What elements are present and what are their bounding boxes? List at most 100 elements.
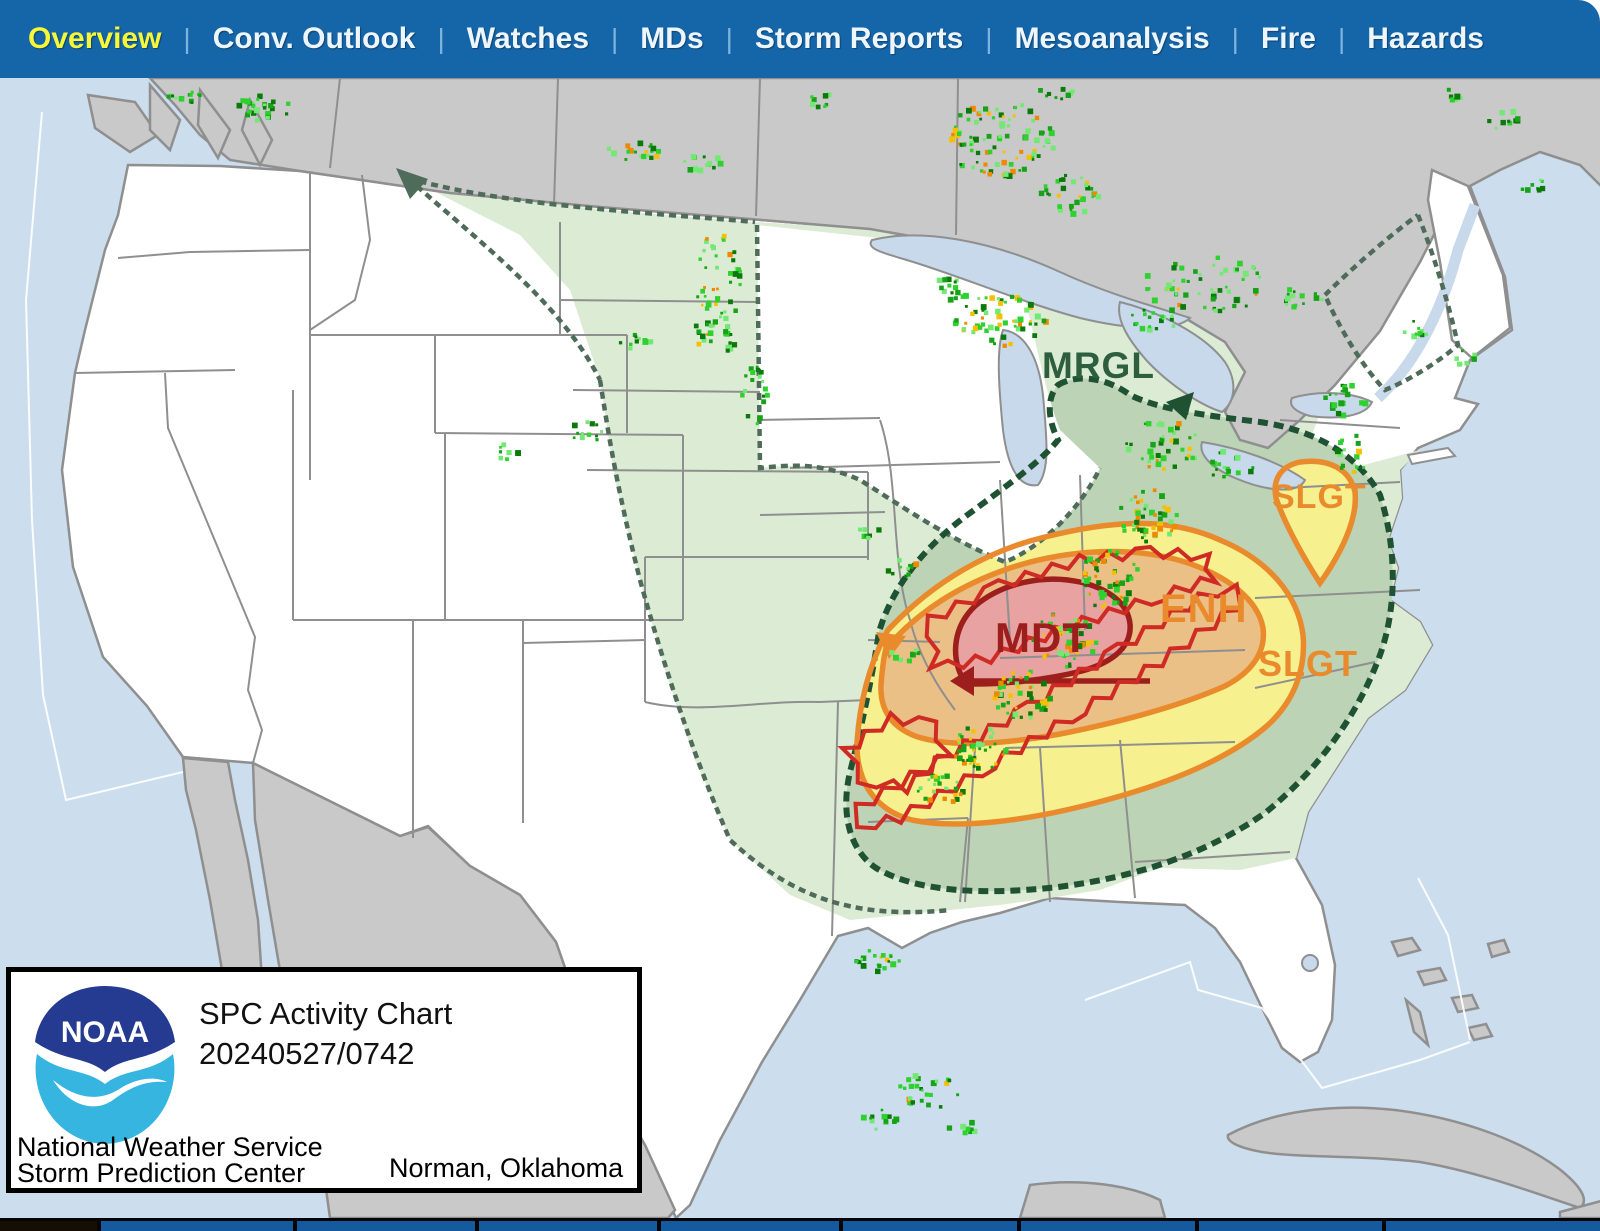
info-title-line2: 20240527/0742	[199, 1036, 415, 1071]
radar-echo	[642, 338, 648, 343]
radar-echo	[968, 1130, 973, 1135]
radar-echo	[716, 287, 719, 291]
radar-echo	[975, 161, 979, 164]
radar-echo	[1456, 361, 1462, 367]
radar-echo	[952, 127, 958, 133]
radar-echo	[1029, 696, 1034, 701]
radar-echo	[1175, 425, 1180, 431]
radar-echo	[1211, 473, 1215, 477]
radar-echo	[1340, 389, 1344, 393]
radar-echo	[498, 450, 503, 454]
radar-echo	[933, 774, 938, 779]
radar-echo	[1043, 698, 1049, 704]
radar-echo	[867, 949, 872, 953]
radar-echo	[1172, 464, 1177, 469]
radar-echo	[938, 1105, 943, 1109]
radar-echo	[1152, 531, 1158, 538]
radar-echo	[1284, 295, 1291, 302]
nav-tab-storm-reports[interactable]: Storm Reports	[754, 22, 964, 55]
radar-echo	[1176, 421, 1182, 427]
radar-echo	[951, 132, 955, 137]
radar-echo	[1217, 288, 1223, 293]
radar-echo	[934, 1079, 939, 1083]
radar-echo	[625, 143, 631, 149]
nav-tab-hazards[interactable]: Hazards	[1367, 22, 1484, 55]
radar-echo	[957, 755, 963, 762]
radar-echo	[1226, 289, 1232, 294]
radar-echo	[1027, 691, 1033, 697]
radar-echo	[932, 790, 936, 794]
radar-echo	[712, 319, 718, 325]
radar-echo	[733, 308, 738, 313]
radar-echo	[1193, 456, 1198, 461]
radar-echo	[984, 328, 989, 333]
marine-zone-lines	[24, 111, 1471, 1090]
radar-echo	[993, 742, 997, 746]
radar-echo	[1507, 119, 1511, 123]
radar-echo	[998, 680, 1004, 686]
radar-echo	[975, 150, 981, 156]
info-box-title: SPC Activity Chart 20240527/0742	[199, 994, 452, 1074]
radar-echo	[1494, 126, 1498, 130]
radar-echo	[980, 316, 984, 320]
radar-echo	[988, 745, 992, 749]
radar-echo	[822, 93, 829, 99]
radar-echo	[1019, 676, 1023, 680]
nav-tab-conv-outlook[interactable]: Conv. Outlook	[212, 22, 416, 55]
radar-echo	[983, 310, 989, 315]
radar-echo	[1454, 97, 1459, 102]
radar-echo	[1132, 528, 1136, 532]
radar-echo	[989, 295, 995, 301]
radar-echo	[881, 1113, 888, 1120]
radar-echo	[1028, 685, 1032, 690]
nav-tab-mds[interactable]: MDs	[640, 22, 704, 55]
wisconsin-white-wedge	[757, 225, 1100, 562]
radar-echo	[998, 134, 1002, 139]
radar-echo	[759, 369, 764, 375]
radar-echo	[1179, 265, 1185, 271]
radar-echo	[1028, 715, 1033, 720]
radar-echo	[887, 960, 890, 963]
nav-tab-overview[interactable]: Overview	[28, 22, 162, 55]
nav-tab-mesoanalysis[interactable]: Mesoanalysis	[1014, 22, 1210, 55]
hispaniola-edge	[1558, 1200, 1600, 1220]
radar-echo	[698, 257, 702, 261]
radar-echo	[1146, 326, 1153, 333]
radar-echo	[950, 291, 954, 295]
radar-echo	[710, 244, 715, 249]
nav-tab-fire[interactable]: Fire	[1260, 22, 1316, 55]
radar-echo	[1186, 279, 1190, 283]
radar-echo	[691, 166, 698, 173]
radar-echo	[962, 142, 967, 147]
radar-echo	[975, 763, 980, 768]
radar-echo	[727, 251, 733, 258]
radar-echo	[1193, 269, 1198, 274]
radar-echo	[198, 93, 202, 97]
nav-tab-watches[interactable]: Watches	[466, 22, 590, 55]
radar-echo	[708, 339, 713, 344]
radar-echo	[1143, 503, 1149, 509]
radar-echo	[1414, 332, 1418, 336]
radar-echo	[1285, 302, 1289, 306]
radar-echo	[972, 1128, 978, 1135]
radar-echo	[1135, 567, 1140, 572]
radar-echo	[1331, 402, 1338, 409]
radar-echo	[1026, 155, 1032, 160]
radar-echo	[1254, 292, 1258, 296]
radar-echo	[1169, 307, 1175, 313]
radar-echo	[944, 1081, 950, 1086]
radar-echo	[1131, 313, 1134, 317]
radar-echo	[1065, 92, 1071, 98]
radar-echo	[1015, 156, 1018, 160]
radar-echo	[1084, 584, 1088, 588]
footer-cell	[101, 1221, 293, 1231]
radar-echo	[1069, 208, 1073, 212]
radar-echo	[1057, 207, 1063, 213]
radar-echo	[1125, 578, 1130, 583]
radar-echo	[1159, 493, 1165, 499]
radar-echo	[728, 271, 733, 276]
radar-echo	[1313, 295, 1320, 301]
radar-echo	[1141, 536, 1144, 540]
radar-echo	[1338, 440, 1343, 445]
